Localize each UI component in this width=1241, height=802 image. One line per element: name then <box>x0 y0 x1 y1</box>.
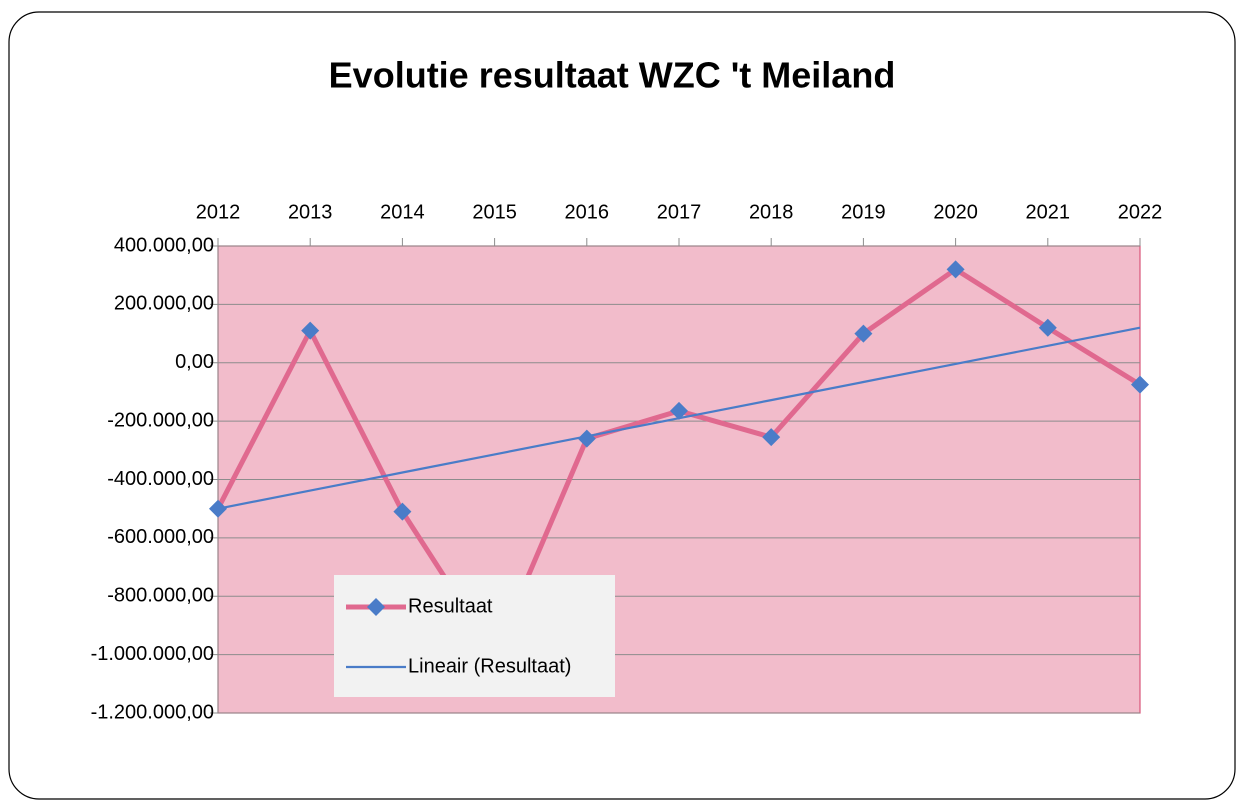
marker <box>1038 318 1057 337</box>
marker <box>762 428 781 447</box>
x-tick-label: 2015 <box>472 201 517 223</box>
x-tick-label: 2016 <box>565 201 610 223</box>
y-tick-label: -1.000.000,00 <box>91 643 214 665</box>
y-tick-label: 200.000,00 <box>114 293 214 315</box>
x-tick-label: 2018 <box>749 201 794 223</box>
chart-title: Evolutie resultaat WZC 't Meiland <box>329 55 896 96</box>
x-tick-label: 2022 <box>1118 201 1163 223</box>
y-tick-label: -200.000,00 <box>107 409 214 431</box>
marker <box>301 321 320 340</box>
marker <box>670 401 688 420</box>
legend-label: Lineair (Resultaat) <box>408 655 571 677</box>
y-tick-label: -400.000,00 <box>107 468 214 490</box>
x-tick-label: 2021 <box>1026 201 1071 223</box>
series-line <box>217 326 1141 510</box>
x-tick-label: 2017 <box>657 201 702 223</box>
x-tick-label: 2019 <box>841 201 886 223</box>
y-tick-label: 400.000,00 <box>114 234 214 256</box>
x-tick-label: 2012 <box>196 201 241 223</box>
marker <box>854 324 873 343</box>
x-tick-label: 2020 <box>933 201 978 223</box>
marker <box>946 260 965 279</box>
y-tick-label: 0,00 <box>175 351 214 373</box>
legend-marker <box>367 598 385 616</box>
legend <box>334 575 615 697</box>
y-tick-label: -600.000,00 <box>107 526 214 548</box>
marker <box>577 429 596 448</box>
x-tick-label: 2013 <box>288 201 333 223</box>
legend-label: Resultaat <box>408 595 493 617</box>
marker <box>1131 375 1149 394</box>
marker <box>393 502 412 521</box>
y-tick-label: -1.200.000,00 <box>91 701 214 723</box>
x-tick-label: 2014 <box>380 201 425 223</box>
y-tick-label: -800.000,00 <box>107 585 214 607</box>
